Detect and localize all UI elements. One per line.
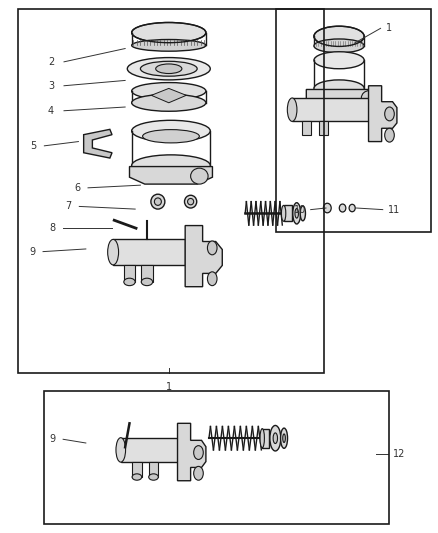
Ellipse shape <box>191 168 208 184</box>
Bar <box>44 391 389 524</box>
Bar <box>149 462 158 477</box>
Bar <box>262 429 269 448</box>
Ellipse shape <box>154 198 161 205</box>
Bar <box>121 438 177 462</box>
Ellipse shape <box>323 203 331 213</box>
Ellipse shape <box>132 22 206 43</box>
Text: 7: 7 <box>65 201 71 212</box>
Ellipse shape <box>143 130 199 143</box>
Text: 9: 9 <box>29 247 35 256</box>
Ellipse shape <box>361 91 378 106</box>
Bar <box>292 98 368 122</box>
Ellipse shape <box>208 241 217 255</box>
Ellipse shape <box>314 26 364 46</box>
Ellipse shape <box>132 39 206 51</box>
Ellipse shape <box>314 80 364 97</box>
Bar <box>276 9 431 232</box>
Ellipse shape <box>149 474 158 480</box>
Polygon shape <box>368 86 397 142</box>
Ellipse shape <box>116 438 126 462</box>
Ellipse shape <box>187 198 194 205</box>
Bar <box>132 462 142 477</box>
Text: 12: 12 <box>393 449 406 458</box>
Ellipse shape <box>287 98 297 122</box>
Bar <box>141 265 152 282</box>
Polygon shape <box>151 88 186 103</box>
Text: 8: 8 <box>49 223 55 233</box>
Text: 6: 6 <box>74 183 80 193</box>
Ellipse shape <box>194 466 203 480</box>
Ellipse shape <box>283 434 286 442</box>
Ellipse shape <box>314 39 364 53</box>
Polygon shape <box>177 423 206 481</box>
Bar <box>124 265 135 282</box>
Ellipse shape <box>151 194 165 209</box>
Bar <box>113 239 185 265</box>
Ellipse shape <box>300 206 305 221</box>
Bar <box>319 122 328 135</box>
Text: 4: 4 <box>48 106 54 116</box>
Ellipse shape <box>132 83 206 100</box>
Text: 3: 3 <box>48 81 54 91</box>
Polygon shape <box>84 130 112 158</box>
Ellipse shape <box>282 205 286 221</box>
Ellipse shape <box>349 204 355 212</box>
Ellipse shape <box>208 272 217 286</box>
Text: 2: 2 <box>48 57 54 67</box>
Ellipse shape <box>132 94 206 111</box>
Ellipse shape <box>295 208 298 218</box>
Polygon shape <box>306 90 374 106</box>
Ellipse shape <box>124 278 135 286</box>
Ellipse shape <box>132 120 210 142</box>
Polygon shape <box>130 166 212 184</box>
Bar <box>18 9 324 373</box>
Ellipse shape <box>385 128 394 142</box>
Ellipse shape <box>273 433 278 443</box>
Ellipse shape <box>281 428 288 448</box>
Ellipse shape <box>194 446 203 459</box>
Text: 9: 9 <box>49 434 55 445</box>
Ellipse shape <box>132 155 210 176</box>
Bar <box>284 205 292 221</box>
Ellipse shape <box>314 52 364 69</box>
Text: 5: 5 <box>30 141 36 151</box>
Ellipse shape <box>184 195 197 208</box>
Text: 11: 11 <box>388 205 400 215</box>
Text: 1: 1 <box>386 23 392 34</box>
Text: 1: 1 <box>166 382 172 392</box>
Ellipse shape <box>339 204 346 212</box>
Ellipse shape <box>127 58 210 80</box>
Polygon shape <box>185 225 222 287</box>
Ellipse shape <box>270 425 281 451</box>
Ellipse shape <box>293 203 300 224</box>
Ellipse shape <box>141 61 197 76</box>
Ellipse shape <box>260 429 265 448</box>
Ellipse shape <box>132 474 142 480</box>
Ellipse shape <box>385 107 394 121</box>
Ellipse shape <box>155 64 182 74</box>
Ellipse shape <box>108 239 119 265</box>
Text: 10: 10 <box>293 205 306 215</box>
Bar <box>302 122 311 135</box>
Ellipse shape <box>141 278 152 286</box>
